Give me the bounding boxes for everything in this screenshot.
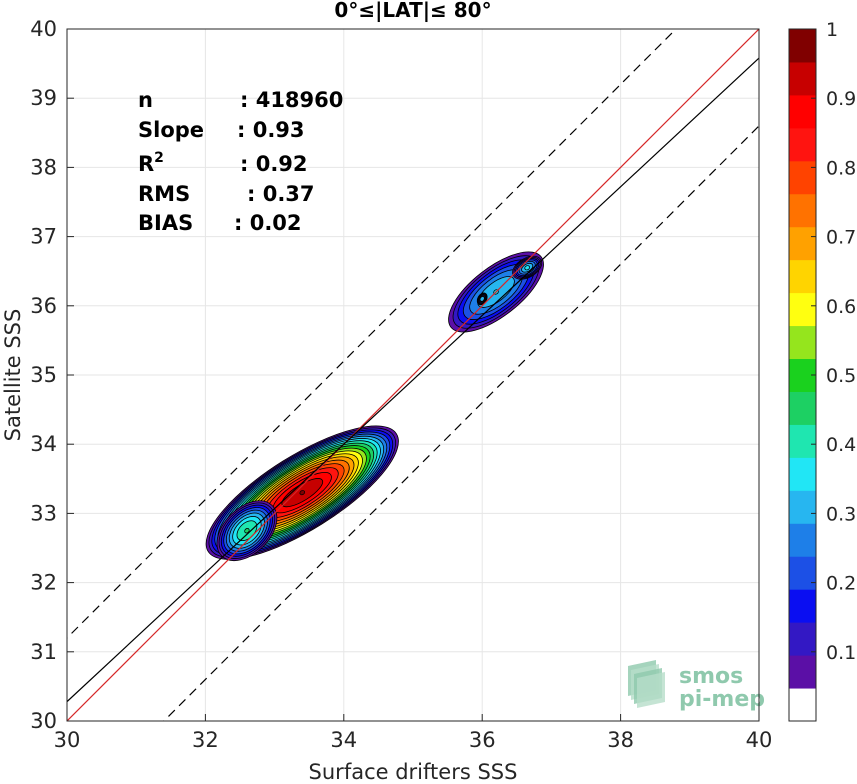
colorbar-segment [789, 226, 816, 261]
y-axis-label: Satellite SSS [1, 309, 25, 442]
y-tick-label: 32 [30, 571, 57, 595]
y-tick-label: 39 [30, 86, 57, 110]
colorbar-tick-label: 0.5 [826, 365, 856, 387]
watermark-icon-layer [637, 672, 665, 708]
colorbar-segment [789, 424, 816, 458]
colorbar-segment [789, 61, 816, 96]
stat-value: : 418960 [240, 88, 343, 112]
colorbar-segment [789, 325, 816, 360]
reference-lines [67, 29, 759, 721]
stat-label: BIAS [138, 211, 193, 235]
x-tick-label: 38 [607, 728, 634, 752]
density-contour-level [299, 490, 306, 496]
watermark-text-pi-mep: pi-mep [679, 687, 765, 712]
y-tick-label: 38 [30, 155, 57, 179]
density-contour-level [524, 265, 530, 271]
colorbar-tick-label: 0.9 [826, 88, 856, 110]
colorbar-segment [789, 160, 816, 195]
x-tick-label: 40 [746, 728, 773, 752]
colorbar-segment [789, 655, 816, 689]
colorbar-segment [789, 556, 816, 590]
colorbar-tick-label: 0.2 [826, 573, 856, 595]
stat-value: : 0.93 [237, 118, 305, 142]
y-tick-label: 34 [30, 432, 57, 456]
colorbar-segment [789, 490, 816, 524]
stat-value: : 0.02 [234, 211, 302, 235]
x-tick-label: 34 [330, 728, 357, 752]
grid-lines [67, 29, 759, 721]
y-tick-label: 31 [30, 640, 57, 664]
x-tick-label: 32 [192, 728, 219, 752]
y-axis: 30 31 32 33 34 35 36 37 38 39 40 [30, 17, 74, 733]
colorbar-tick-label: 0.8 [826, 157, 856, 179]
x-tick-label: 30 [54, 728, 81, 752]
watermark-text-smos: smos [679, 664, 743, 689]
chart-title: 0°≤|LAT|≤ 80° [334, 0, 491, 22]
density-contour-level [479, 296, 485, 302]
one-to-one-line [67, 29, 759, 721]
colorbar-tick-label: 0.6 [826, 296, 856, 318]
colorbar-segment [789, 127, 816, 162]
colorbar-segment [789, 391, 816, 425]
stat-label: Slope [138, 118, 204, 142]
colorbar-segment [789, 259, 816, 294]
colorbar-segment [789, 457, 816, 491]
colorbar-tick-label: 0.1 [826, 642, 856, 664]
regression-line [67, 57, 759, 703]
colorbar-tick-label: 1 [826, 19, 838, 41]
upper-bound-line [67, 29, 677, 639]
y-tick-label: 36 [30, 294, 57, 318]
stat-value: : 0.92 [240, 152, 308, 176]
y-tick-label: 40 [30, 17, 57, 41]
x-axis-label: Surface drifters SSS [309, 760, 518, 784]
x-axis: 30 32 34 36 38 40 [54, 714, 773, 752]
y-tick-label: 33 [30, 501, 57, 525]
y-tick-label: 30 [30, 709, 57, 733]
stat-label: RMS [138, 182, 190, 206]
stat-value: : 0.37 [247, 182, 315, 206]
y-tick-label: 35 [30, 363, 57, 387]
colorbar-segment [789, 622, 816, 656]
colorbar-segment [789, 523, 816, 557]
colorbar-tick-label: 0.3 [826, 503, 856, 525]
colorbar-segment [789, 292, 816, 327]
lower-bound-line [163, 125, 759, 721]
colorbar-tick-label: 0.4 [826, 434, 856, 456]
colorbar-segment [789, 29, 816, 63]
density-contour-level [244, 528, 250, 534]
colorbar: 0.1 0.2 0.3 0.4 0.5 0.6 0.7 0.8 0.9 1 [788, 19, 856, 722]
stat-label: n [138, 88, 153, 112]
colorbar-tick-label: 0.7 [826, 227, 856, 249]
x-tick-label: 36 [469, 728, 496, 752]
colorbar-segment [789, 193, 816, 228]
colorbar-segment [789, 589, 816, 623]
y-tick-label: 37 [30, 225, 57, 249]
colorbar-segment [789, 94, 816, 129]
watermark-icon [628, 660, 665, 708]
colorbar-segment [789, 688, 816, 722]
